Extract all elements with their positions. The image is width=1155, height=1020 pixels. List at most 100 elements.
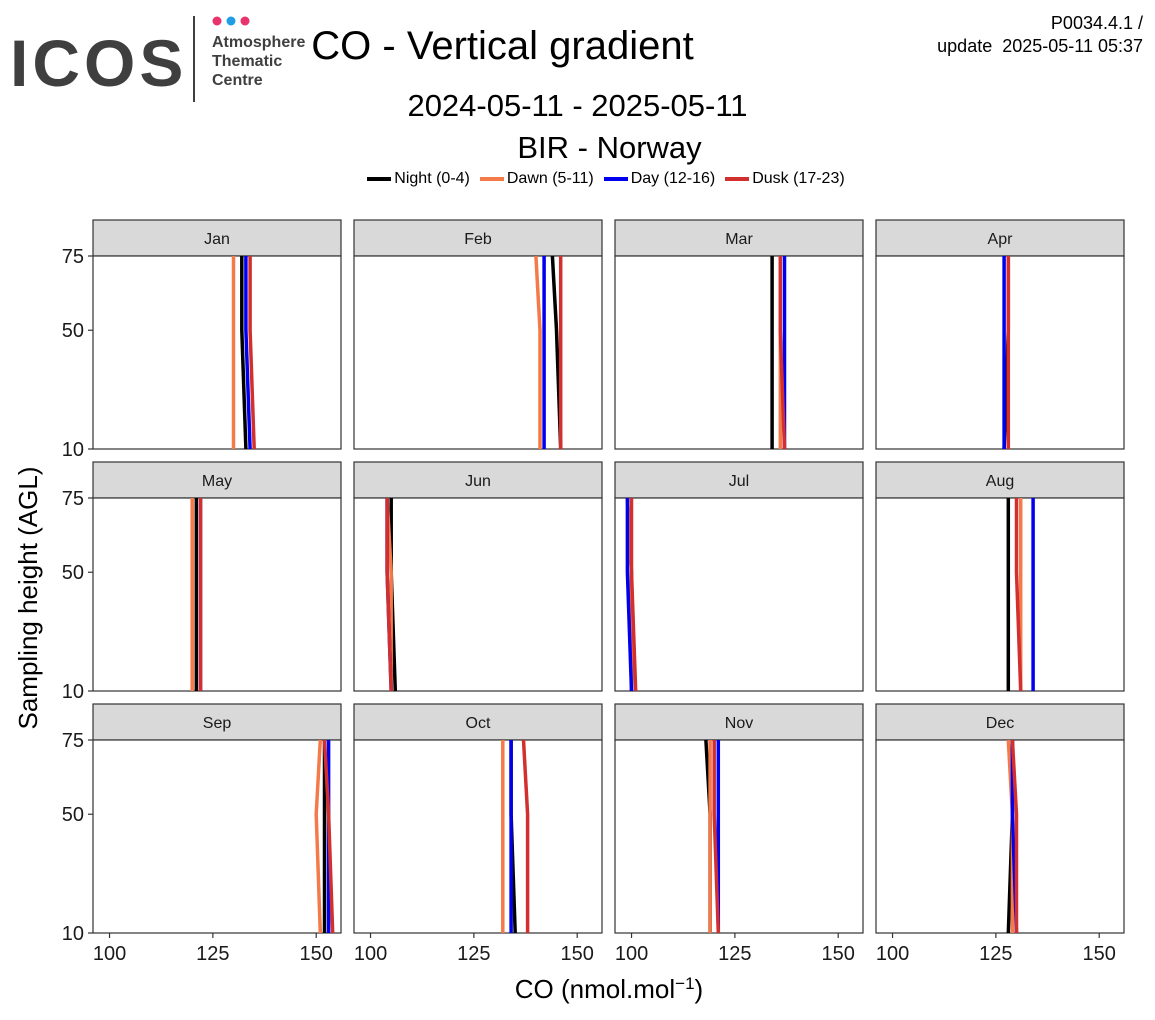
legend-item: Night (0-4) — [367, 170, 470, 188]
legend-swatch — [479, 177, 504, 181]
facet-panel — [92, 497, 342, 692]
facet-label: Feb — [464, 231, 492, 248]
y-tick-label: 75 — [62, 488, 84, 510]
facet-label: May — [202, 473, 232, 490]
x-tick-label: 125 — [718, 943, 751, 965]
facet-panel — [614, 497, 864, 692]
legend-label: Night (0-4) — [394, 170, 470, 187]
product-code: P0034.4.1 / — [1050, 13, 1143, 33]
product-meta: P0034.4.1 / update 2025-05-11 05:37 — [937, 12, 1143, 58]
facet-strip — [875, 703, 1125, 741]
series-line — [385, 498, 393, 692]
x-tick-label: 125 — [457, 943, 490, 965]
legend-label: Day (12-16) — [630, 170, 716, 187]
logo-subtitle-3: Centre — [212, 72, 263, 89]
facet-strip — [353, 219, 603, 257]
y-tick-label: 10 — [62, 439, 84, 461]
x-tick-label: 125 — [196, 943, 229, 965]
y-axis-title: Sampling height (AGL) — [13, 466, 43, 729]
logo-dot-blue — [226, 16, 236, 26]
facet-label: Mar — [725, 231, 753, 248]
facet-label: Aug — [986, 473, 1014, 490]
x-axis-title: CO (nmol.mol−1) — [515, 974, 703, 1005]
legend-item: Day (12-16) — [603, 170, 716, 188]
x-axis-title-exponent: −1 — [675, 974, 694, 993]
chart-legend: Night (0-4) Dawn (5-11) Day (12-16) Dusk (1… — [0, 170, 1155, 188]
facet-panel — [92, 255, 342, 450]
facet-label: Oct — [466, 715, 491, 732]
facet-label: Nov — [725, 715, 753, 732]
series-line — [248, 256, 256, 450]
x-tick-label: 150 — [300, 943, 333, 965]
series-line — [778, 256, 787, 450]
facet-label: Dec — [986, 715, 1014, 732]
station-label: BIR - Norway — [517, 130, 702, 165]
x-tick-label: 100 — [876, 943, 909, 965]
x-tick-label: 125 — [979, 943, 1012, 965]
logo-dot-pink-2 — [240, 16, 250, 26]
series-line — [629, 498, 638, 692]
facet-strip — [92, 219, 342, 257]
x-axis-title-main: CO (nmol.mol — [515, 974, 675, 1004]
series-line — [1014, 498, 1023, 692]
facet-panel — [875, 497, 1125, 692]
y-tick-label: 50 — [62, 320, 84, 342]
facet-panel — [875, 739, 1125, 934]
facet-panel — [875, 255, 1125, 450]
series-line — [521, 739, 530, 933]
x-tick-label: 100 — [93, 943, 126, 965]
chart-title: CO - Vertical gradient — [311, 24, 694, 68]
legend-swatch — [367, 177, 392, 181]
facet-label: Jan — [204, 231, 230, 248]
logo-subtitle-1: Atmosphere — [212, 34, 305, 51]
facet-label: Jun — [465, 473, 491, 490]
facet-label: Sep — [203, 715, 232, 732]
y-tick-label: 50 — [62, 804, 84, 826]
x-tick-label: 100 — [615, 943, 648, 965]
chart-subtitle: 2024-05-11 - 2025-05-11 — [407, 88, 748, 123]
facet-panel — [614, 255, 864, 450]
logo-dot-pink — [212, 16, 222, 26]
y-tick-label: 75 — [62, 730, 84, 752]
facet-strip — [614, 219, 864, 257]
series-line — [1010, 739, 1019, 933]
facet-panel — [353, 255, 603, 450]
x-tick-label: 150 — [561, 943, 594, 965]
facet-label: Jul — [729, 473, 749, 490]
x-tick-label: 100 — [354, 943, 387, 965]
legend-item: Dawn (5-11) — [479, 170, 594, 188]
logo-subtitle-2: Thematic — [212, 53, 282, 70]
y-tick-label: 10 — [62, 923, 84, 945]
series-line — [240, 256, 248, 450]
facet-strip — [92, 461, 342, 499]
series-line — [322, 739, 335, 934]
legend-label: Dusk (17-23) — [752, 170, 845, 187]
facet-panel — [353, 739, 603, 934]
facet-strip — [614, 703, 864, 741]
legend-swatch — [603, 177, 628, 181]
facet-panel — [614, 739, 864, 934]
legend-swatch — [725, 177, 750, 181]
facet-strip — [614, 461, 864, 499]
y-tick-label: 50 — [62, 562, 84, 584]
facet-strip — [353, 461, 603, 499]
x-tick-label: 150 — [822, 943, 855, 965]
legend-item: Dusk (17-23) — [725, 170, 845, 188]
series-line — [534, 255, 542, 449]
facet-strip — [353, 703, 603, 741]
x-axis-title-close: ) — [695, 974, 704, 1004]
series-line — [244, 256, 252, 450]
y-tick-label: 75 — [62, 246, 84, 268]
series-line — [625, 498, 634, 692]
facet-panel — [92, 739, 342, 934]
x-tick-label: 150 — [1083, 943, 1116, 965]
y-tick-label: 10 — [62, 681, 84, 703]
series-line — [314, 739, 323, 934]
facet-label: Apr — [988, 231, 1014, 248]
series-line — [712, 740, 721, 934]
update-timestamp: update 2025-05-11 05:37 — [937, 36, 1143, 56]
logo-text: ICOS — [10, 26, 187, 100]
icos-logo: ICOS Atmosphere Thematic Centre — [10, 16, 305, 102]
legend-label: Dawn (5-11) — [506, 170, 594, 187]
